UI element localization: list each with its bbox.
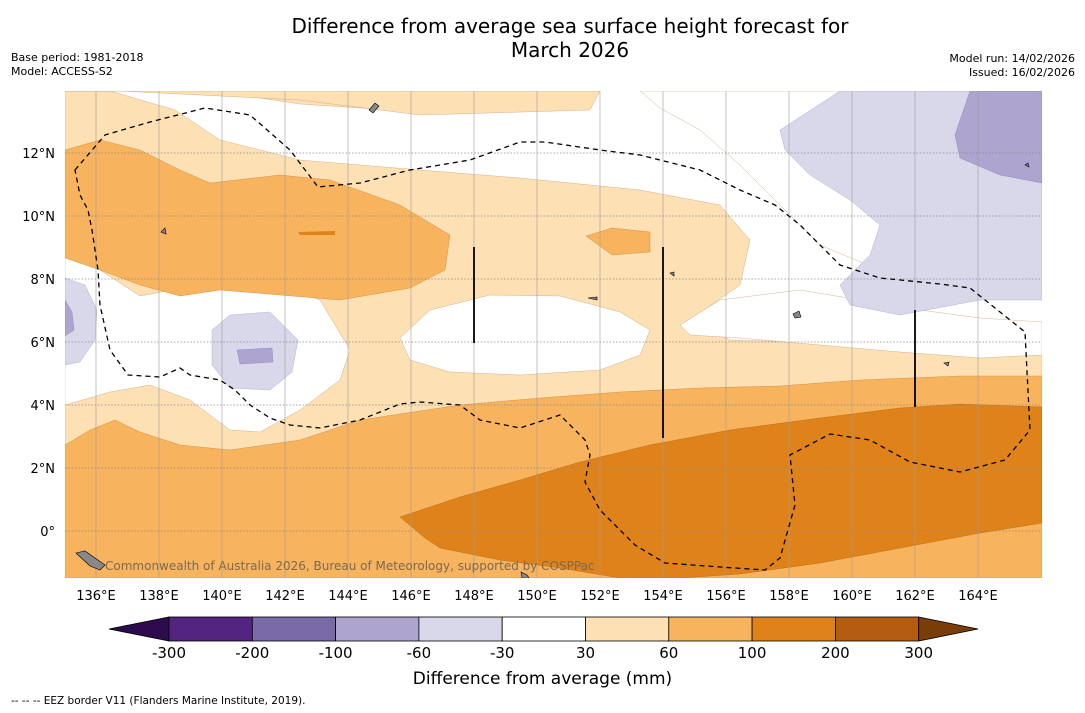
colorbar-segment bbox=[585, 616, 670, 642]
lon-label: 150°E bbox=[517, 589, 557, 604]
base-period-text: Base period: 1981-2018 bbox=[11, 51, 144, 64]
contour-neg-60-100 bbox=[236, 347, 274, 365]
colorbar-under-extension bbox=[108, 616, 170, 642]
boundary-bars bbox=[473, 247, 916, 438]
colorbar-tick-label: -60 bbox=[407, 644, 432, 662]
lon-label: 152°E bbox=[580, 589, 620, 604]
contour-neg-30-60 bbox=[65, 277, 98, 366]
contour-neutral bbox=[679, 289, 1042, 359]
colorbar-tick-label: 30 bbox=[576, 644, 595, 662]
colorbar-over-extension bbox=[918, 616, 979, 642]
metadata-right: Model run: 14/02/2026 Issued: 16/02/2026 bbox=[949, 52, 1075, 80]
lon-label: 148°E bbox=[454, 589, 494, 604]
contour-30-60 bbox=[65, 91, 601, 116]
issued-text: Issued: 16/02/2026 bbox=[968, 66, 1075, 79]
contour-neg-60-100 bbox=[954, 91, 1042, 184]
lat-label: 2°N bbox=[31, 462, 56, 477]
colorbar-segment bbox=[668, 616, 753, 642]
contour-neg-60-100 bbox=[65, 299, 75, 337]
colorbar-segment bbox=[751, 616, 836, 642]
colorbar-tick-label: -100 bbox=[319, 644, 353, 662]
contour-neutral bbox=[399, 294, 651, 376]
colorbar-segment bbox=[418, 616, 503, 642]
colorbar: -300 -200 -100 -60 -30 30 60 100 200 300 bbox=[108, 616, 979, 662]
colorbar-tick-label: 60 bbox=[659, 644, 678, 662]
lat-label: 10°N bbox=[22, 210, 55, 225]
lon-label: 154°E bbox=[643, 589, 683, 604]
colorbar-tick-label: 200 bbox=[821, 644, 850, 662]
colorbar-segment bbox=[251, 616, 337, 642]
eez-borders bbox=[74, 107, 1031, 571]
model-text: Model: ACCESS-S2 bbox=[11, 65, 113, 78]
lat-label: 12°N bbox=[22, 147, 55, 162]
parallel-grid bbox=[65, 152, 1042, 532]
lon-label: 146°E bbox=[391, 589, 431, 604]
colorbar-tick-label: -200 bbox=[235, 644, 269, 662]
lon-label: 140°E bbox=[202, 589, 242, 604]
colorbar-tick-label: 300 bbox=[904, 644, 933, 662]
attribution-text: Commonwealth of Australia 2026, Bureau o… bbox=[105, 559, 595, 573]
lon-label: 160°E bbox=[832, 589, 872, 604]
colorbar-segment bbox=[835, 616, 920, 642]
lon-label: 138°E bbox=[139, 589, 179, 604]
lon-label: 136°E bbox=[76, 589, 116, 604]
lon-label: 142°E bbox=[265, 589, 305, 604]
lat-label: 0° bbox=[40, 525, 55, 540]
contour-60-100-spot bbox=[298, 231, 335, 235]
lon-label: 158°E bbox=[769, 589, 809, 604]
lon-label: 144°E bbox=[328, 589, 368, 604]
colorbar-tick-label: -30 bbox=[490, 644, 515, 662]
latitude-labels: 12°N 10°N 8°N 6°N 4°N 2°N 0° bbox=[22, 147, 55, 540]
islands bbox=[75, 102, 1030, 578]
colorbar-label: Difference from average (mm) bbox=[412, 669, 673, 689]
lon-label: 162°E bbox=[895, 589, 935, 604]
colorbar-segment bbox=[335, 616, 420, 642]
contour-60-100 bbox=[585, 227, 651, 256]
colorbar-segment bbox=[168, 616, 253, 642]
colorbar-tick-label: -300 bbox=[152, 644, 186, 662]
lon-label: 156°E bbox=[706, 589, 746, 604]
eez-legend-footnote: -- -- -- EEZ border V11 (Flanders Marine… bbox=[11, 695, 306, 707]
lat-label: 4°N bbox=[31, 399, 56, 414]
title-line-2: March 2026 bbox=[510, 38, 630, 62]
lat-label: 6°N bbox=[31, 336, 56, 351]
metadata-left: Base period: 1981-2018 Model: ACCESS-S2 bbox=[11, 51, 143, 79]
contour-100-200 bbox=[399, 403, 1042, 578]
colorbar-tick-label: 100 bbox=[738, 644, 767, 662]
map-panel: Commonwealth of Australia 2026, Bureau o… bbox=[65, 91, 1042, 578]
title-line-1: Difference from average sea surface heig… bbox=[291, 14, 849, 38]
map-title: Difference from average sea surface heig… bbox=[200, 14, 940, 62]
model-run-text: Model run: 14/02/2026 bbox=[949, 52, 1075, 65]
longitude-labels: 136°E 138°E 140°E 142°E 144°E 146°E 148°… bbox=[76, 589, 998, 604]
colorbar-segment bbox=[501, 616, 586, 642]
lon-label: 164°E bbox=[958, 589, 998, 604]
lat-label: 8°N bbox=[31, 273, 56, 288]
contour-60-100 bbox=[65, 139, 451, 301]
